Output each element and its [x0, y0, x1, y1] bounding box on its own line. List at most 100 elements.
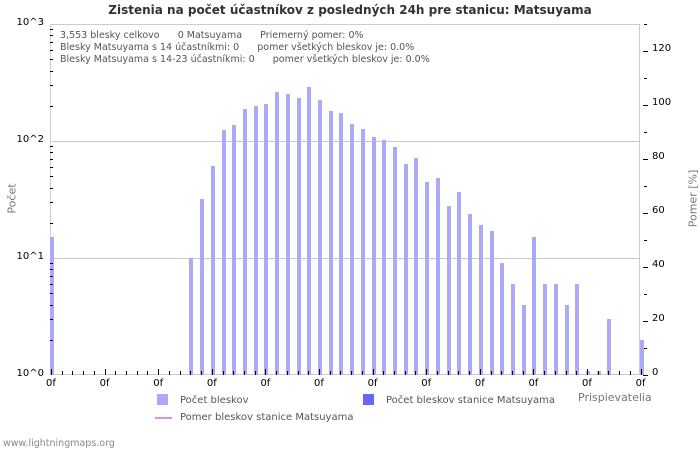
- legend-swatch-count: [157, 394, 168, 405]
- y-minor-tick: [50, 50, 53, 51]
- y-minor-tick: [50, 188, 53, 189]
- bar-count: [489, 231, 494, 375]
- bar-count: [596, 371, 601, 375]
- bar-count: [414, 157, 419, 375]
- bar-count: [50, 237, 54, 375]
- bar-count: [500, 263, 505, 375]
- x-tick: [361, 371, 363, 375]
- y-right-tick: [643, 51, 648, 52]
- x-tick: [147, 371, 149, 375]
- legend-label-station-count: Počet bleskov stanice Matsuyama: [386, 395, 556, 406]
- x-tick: [522, 371, 524, 375]
- y-right-tick: [644, 24, 647, 25]
- x-tick: [640, 369, 642, 375]
- bar-count: [210, 166, 215, 375]
- x-tick: [61, 371, 63, 375]
- y-minor-tick: [50, 159, 53, 160]
- bar-count: [350, 123, 355, 375]
- y-minor-tick: [50, 263, 53, 264]
- y-minor-tick: [50, 85, 53, 86]
- info-line-14-23: Blesky Matsuyama s 14-23 účastníkmi: 0 p…: [60, 54, 430, 65]
- x-tick: [83, 371, 85, 375]
- bar-count: [564, 304, 569, 375]
- y-right-tick: [644, 294, 647, 295]
- x-tick: [104, 369, 106, 375]
- x-tick-label: 0f: [206, 378, 217, 389]
- x-tick: [233, 371, 235, 375]
- bar-count: [318, 100, 322, 375]
- x-tick: [126, 371, 128, 375]
- x-tick-label: 0f: [260, 378, 271, 389]
- y-minor-tick: [50, 35, 53, 36]
- x-tick: [554, 371, 556, 375]
- y-tick-label: 10^1: [16, 251, 44, 262]
- x-tick: [211, 369, 213, 375]
- x-tick-label: 0f: [528, 378, 539, 389]
- gridline: [50, 258, 640, 259]
- x-tick-label: 0f: [474, 378, 485, 389]
- bar-count: [543, 283, 548, 375]
- x-tick-label: 0f: [99, 378, 110, 389]
- x-tick: [597, 371, 599, 375]
- x-tick: [351, 371, 353, 375]
- x-tick-label: 0f: [582, 378, 592, 389]
- y-right-tick-label: 0: [652, 367, 659, 378]
- y-right-tick: [644, 186, 647, 187]
- x-tick: [501, 371, 503, 375]
- x-tick: [447, 371, 449, 375]
- x-tick: [51, 369, 52, 375]
- x-tick-label: 0f: [367, 378, 378, 389]
- y-right-tick: [644, 78, 647, 79]
- y-minor-tick: [50, 42, 53, 43]
- bar-count: [285, 94, 290, 375]
- y-right-tick-label: 120: [652, 43, 672, 54]
- bar-count: [221, 130, 226, 375]
- x-tick: [490, 371, 492, 375]
- y-minor-tick: [50, 223, 53, 224]
- bar-count: [275, 92, 280, 375]
- y-right-tick: [643, 105, 648, 106]
- y-right-tick-label: 60: [652, 205, 665, 216]
- x-tick: [254, 371, 256, 375]
- bar-count: [607, 319, 612, 375]
- x-tick: [329, 371, 331, 375]
- y-minor-tick: [50, 305, 53, 306]
- x-tick-label: 0f: [153, 378, 164, 389]
- x-tick: [426, 369, 428, 375]
- x-tick: [243, 371, 245, 375]
- y-right-tick-label: 100: [652, 97, 672, 108]
- y-right-tick-label: 20: [652, 313, 665, 324]
- bar-count: [264, 104, 269, 375]
- x-tick: [544, 371, 546, 375]
- bar-count: [521, 304, 526, 375]
- y-minor-tick: [50, 340, 53, 341]
- x-tick: [608, 371, 610, 375]
- x-tick: [458, 371, 460, 375]
- legend-label-ratio: Pomer bleskov stanice Matsuyama: [180, 412, 354, 423]
- x-tick: [158, 369, 160, 375]
- bar-count: [457, 191, 462, 375]
- bar-count: [339, 113, 344, 375]
- bar-count: [382, 139, 387, 375]
- x-tick-label: 0f: [635, 378, 646, 389]
- y-right-tick: [644, 348, 647, 349]
- legend-swatch-station-count: [363, 394, 374, 405]
- bar-count: [200, 198, 205, 375]
- footer-site-link[interactable]: www.lightningmaps.org: [3, 438, 115, 449]
- y-minor-tick: [50, 59, 53, 60]
- legend-line-ratio: [155, 417, 172, 419]
- x-tick: [222, 371, 224, 375]
- x-tick: [565, 371, 567, 375]
- bar-count: [553, 283, 558, 375]
- y-minor-tick: [50, 106, 53, 107]
- y-minor-tick: [50, 29, 53, 30]
- bar-count: [296, 98, 301, 375]
- x-tick: [297, 371, 299, 375]
- bar-count: [328, 111, 333, 375]
- x-tick-label: 0f: [46, 378, 56, 389]
- bar-count: [425, 181, 430, 375]
- x-tick: [340, 371, 342, 375]
- bar-count: [371, 137, 376, 375]
- bar-count: [393, 146, 398, 375]
- y-tick-label: 10^0: [16, 368, 44, 379]
